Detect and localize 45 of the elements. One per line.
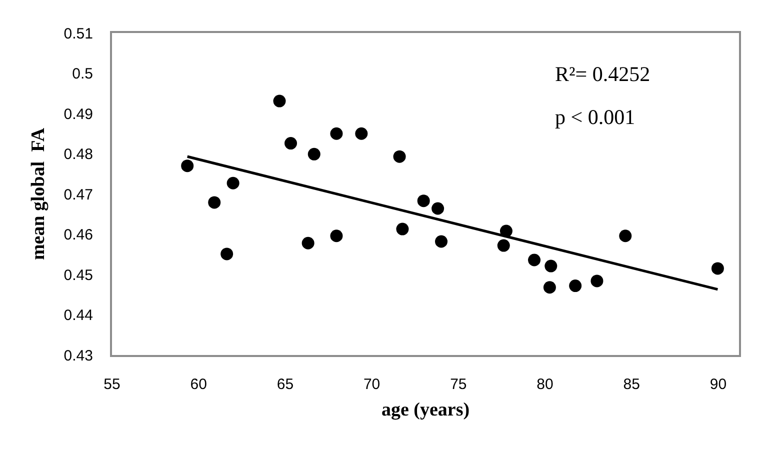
point bbox=[355, 127, 368, 140]
point bbox=[435, 235, 448, 248]
point bbox=[308, 148, 320, 160]
point bbox=[543, 281, 556, 294]
point bbox=[711, 262, 724, 275]
annotation: p < 0.001 bbox=[555, 105, 636, 129]
point bbox=[569, 280, 582, 292]
annotation: R²= 0.4252 bbox=[555, 62, 650, 86]
point bbox=[417, 194, 430, 208]
y-axis-title: mean global FA bbox=[28, 128, 50, 260]
x-tick-label: 90 bbox=[710, 376, 727, 393]
point bbox=[273, 94, 286, 108]
x-tick-label: 55 bbox=[104, 376, 120, 393]
point bbox=[330, 230, 343, 242]
x-tick-label: 60 bbox=[190, 376, 207, 393]
y-tick-label: 0.49 bbox=[64, 106, 93, 123]
point bbox=[590, 274, 604, 288]
y-tick-label: 0.46 bbox=[64, 226, 93, 244]
point bbox=[497, 239, 510, 252]
point bbox=[220, 248, 234, 260]
x-tick-label: 65 bbox=[276, 376, 294, 393]
y-tick-label: 0.5 bbox=[72, 66, 93, 82]
point bbox=[528, 254, 541, 266]
x-tick-label: 85 bbox=[623, 376, 640, 393]
point bbox=[226, 176, 240, 190]
y-tick-label: 0.47 bbox=[64, 186, 93, 204]
point bbox=[330, 127, 343, 140]
y-tick-label: 0.43 bbox=[64, 347, 93, 364]
point bbox=[619, 230, 632, 242]
point bbox=[208, 196, 221, 209]
x-tick-label: 70 bbox=[363, 376, 380, 393]
y-tick-label: 0.45 bbox=[64, 266, 93, 284]
point bbox=[432, 202, 444, 215]
point bbox=[302, 236, 314, 250]
point bbox=[544, 260, 558, 272]
x-tick-label: 75 bbox=[450, 376, 467, 393]
y-tick-label: 0.48 bbox=[64, 146, 93, 163]
x-axis-title: age (years) bbox=[381, 399, 470, 420]
x-tick-label: 80 bbox=[536, 376, 554, 393]
y-tick-label: 0.51 bbox=[64, 25, 93, 42]
point bbox=[393, 150, 406, 163]
point bbox=[396, 222, 409, 236]
point bbox=[284, 137, 297, 150]
point bbox=[181, 160, 194, 172]
y-tick-label: 0.44 bbox=[64, 307, 93, 324]
